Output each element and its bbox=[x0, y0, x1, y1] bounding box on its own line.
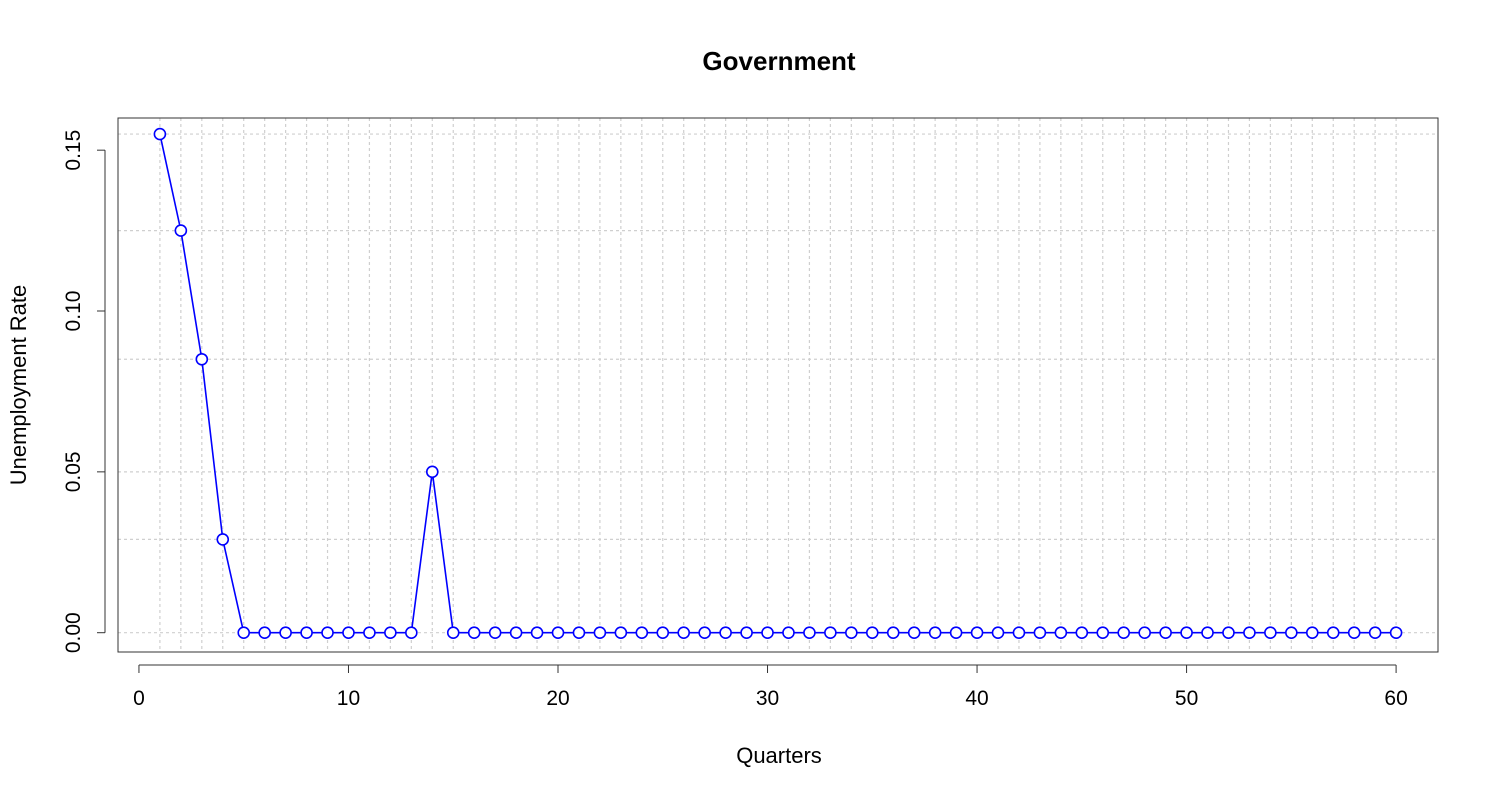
y-tick-label: 0.05 bbox=[62, 451, 85, 492]
data-point bbox=[824, 626, 837, 639]
data-point bbox=[1326, 626, 1340, 639]
x-axis-label: Quarters bbox=[736, 743, 822, 768]
data-point bbox=[153, 127, 167, 141]
data-point bbox=[1389, 626, 1403, 639]
data-point bbox=[677, 626, 691, 639]
x-tick-label: 20 bbox=[546, 687, 569, 710]
plot-frame bbox=[117, 117, 1439, 653]
data-point bbox=[803, 626, 816, 639]
x-tick-label: 30 bbox=[756, 687, 779, 710]
data-point bbox=[1054, 626, 1068, 639]
data-point bbox=[1033, 626, 1047, 639]
data-point bbox=[1075, 626, 1089, 639]
data-point bbox=[1243, 626, 1256, 639]
x-tick-label: 0 bbox=[133, 687, 145, 710]
data-point bbox=[216, 533, 230, 546]
data-point bbox=[1264, 626, 1277, 639]
data-point bbox=[300, 626, 313, 639]
data-point bbox=[1180, 626, 1193, 639]
data-point bbox=[446, 626, 460, 639]
data-point bbox=[740, 626, 753, 639]
data-point bbox=[656, 626, 670, 639]
data-point bbox=[635, 626, 649, 639]
data-point bbox=[1159, 626, 1172, 639]
data-point bbox=[237, 626, 251, 639]
data-point bbox=[467, 626, 481, 639]
data-point bbox=[1305, 626, 1319, 639]
data-point bbox=[363, 626, 376, 639]
y-tick-label: 0.00 bbox=[62, 612, 85, 653]
y-axis: 0.00 0.05 0.10 0.15 bbox=[62, 130, 106, 653]
y-axis-label: Unemployment Rate bbox=[6, 285, 31, 486]
data-point bbox=[530, 626, 544, 639]
series-line bbox=[159, 133, 1397, 634]
x-axis: 0 10 20 30 40 50 60 bbox=[133, 664, 1408, 710]
data-point bbox=[907, 626, 921, 639]
data-point bbox=[782, 626, 795, 639]
data-point bbox=[1347, 626, 1361, 639]
data-point bbox=[928, 626, 942, 639]
data-point bbox=[258, 626, 271, 639]
data-point bbox=[1096, 626, 1110, 639]
data-point bbox=[195, 352, 209, 366]
y-tick-label: 0.15 bbox=[62, 130, 85, 171]
data-point bbox=[1138, 626, 1151, 639]
data-point bbox=[845, 626, 858, 639]
data-point bbox=[279, 626, 292, 639]
series-layer bbox=[153, 127, 1403, 639]
data-point bbox=[509, 626, 523, 639]
data-point bbox=[321, 626, 334, 639]
data-point bbox=[488, 626, 502, 639]
x-tick-label: 10 bbox=[337, 687, 360, 710]
data-point bbox=[991, 626, 1005, 639]
data-point bbox=[593, 626, 607, 639]
data-point bbox=[551, 626, 565, 639]
data-point bbox=[886, 626, 900, 639]
data-point bbox=[1201, 626, 1214, 639]
data-point bbox=[1117, 626, 1131, 639]
data-point bbox=[1012, 626, 1026, 639]
data-point bbox=[698, 626, 711, 639]
data-point bbox=[1285, 626, 1298, 639]
data-point bbox=[1222, 626, 1235, 639]
data-point bbox=[719, 626, 732, 639]
data-point bbox=[342, 626, 355, 639]
data-point bbox=[174, 224, 188, 237]
data-point bbox=[572, 626, 586, 639]
data-point bbox=[1368, 626, 1382, 639]
x-tick-label: 50 bbox=[1175, 687, 1198, 710]
data-point bbox=[614, 626, 628, 639]
data-point bbox=[761, 626, 774, 639]
data-point bbox=[384, 626, 397, 639]
y-tick-label: 0.10 bbox=[62, 291, 85, 332]
data-point bbox=[970, 626, 984, 639]
data-point bbox=[865, 626, 879, 639]
data-point bbox=[425, 465, 439, 479]
data-point bbox=[949, 626, 963, 639]
chart-title: Government bbox=[702, 46, 855, 76]
x-tick-label: 60 bbox=[1384, 687, 1407, 710]
grid bbox=[118, 118, 1438, 652]
x-tick-label: 40 bbox=[965, 687, 988, 710]
data-point bbox=[405, 626, 418, 639]
